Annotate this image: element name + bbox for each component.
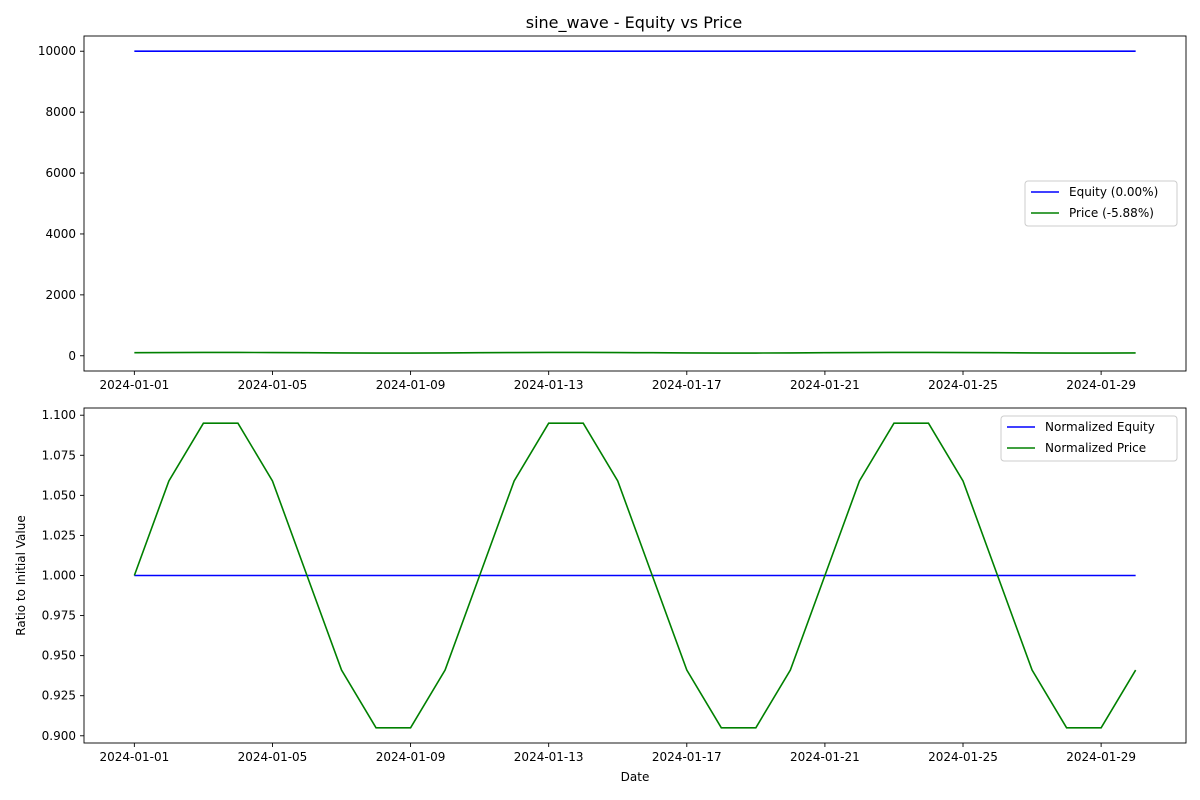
x-tick-label: 2024-01-13 <box>514 378 584 392</box>
y-tick-label: 1.050 <box>42 488 76 502</box>
x-tick-label: 2024-01-01 <box>99 378 169 392</box>
y-tick-label: 0 <box>68 349 76 363</box>
y-tick-label: 8000 <box>45 105 76 119</box>
legend-label: Equity (0.00%) <box>1069 185 1158 199</box>
x-tick-label: 2024-01-09 <box>376 750 446 764</box>
y-tick-label: 0.900 <box>42 729 76 743</box>
x-tick-label: 2024-01-05 <box>238 378 308 392</box>
y-tick-label: 1.100 <box>42 408 76 422</box>
y-tick-label: 0.950 <box>42 649 76 663</box>
y-tick-label: 6000 <box>45 166 76 180</box>
x-tick-label: 2024-01-01 <box>99 750 169 764</box>
x-tick-label: 2024-01-17 <box>652 378 722 392</box>
x-tick-label: 2024-01-29 <box>1066 378 1136 392</box>
x-tick-label: 2024-01-29 <box>1066 750 1136 764</box>
y-tick-label: 0.975 <box>42 609 76 623</box>
x-axis-label: Date <box>621 770 650 784</box>
series-line-price <box>134 351 1136 354</box>
y-tick-label: 2000 <box>45 288 76 302</box>
x-tick-label: 2024-01-25 <box>928 750 998 764</box>
y-tick-label: 0.925 <box>42 689 76 703</box>
x-tick-label: 2024-01-13 <box>514 750 584 764</box>
legend: Equity (0.00%) Price (-5.88%) <box>1024 180 1178 227</box>
x-tick-label: 2024-01-05 <box>238 750 308 764</box>
y-tick-label: 4000 <box>45 227 76 241</box>
legend-box <box>1024 180 1178 227</box>
equity-price-chart: 2024-01-01 2024-01-05 2024-01-09 2024-01-13… <box>38 35 1187 392</box>
y-tick-label: 1.000 <box>42 569 76 583</box>
legend-label: Price (-5.88%) <box>1069 206 1154 220</box>
legend-label: Normalized Equity <box>1045 420 1155 434</box>
y-tick-label: 10000 <box>38 44 76 58</box>
y-tick-label: 1.025 <box>42 528 76 542</box>
x-tick-label: 2024-01-21 <box>790 378 860 392</box>
normalized-chart: 2024-01-01 2024-01-05 2024-01-09 2024-01-13… <box>14 407 1187 784</box>
x-tick-label: 2024-01-17 <box>652 750 722 764</box>
x-tick-label: 2024-01-21 <box>790 750 860 764</box>
y-tick-label: 1.075 <box>42 448 76 462</box>
legend: Normalized Equity Normalized Price <box>1000 415 1178 462</box>
x-tick-label: 2024-01-09 <box>376 378 446 392</box>
legend-box <box>1000 415 1178 462</box>
x-tick-label: 2024-01-25 <box>928 378 998 392</box>
series-line-price <box>133 422 1137 729</box>
y-axis-label: Ratio to Initial Value <box>14 515 28 635</box>
figure-title: sine_wave - Equity vs Price <box>526 13 743 33</box>
axes-frame <box>83 35 1187 372</box>
legend-label: Normalized Price <box>1045 441 1146 455</box>
